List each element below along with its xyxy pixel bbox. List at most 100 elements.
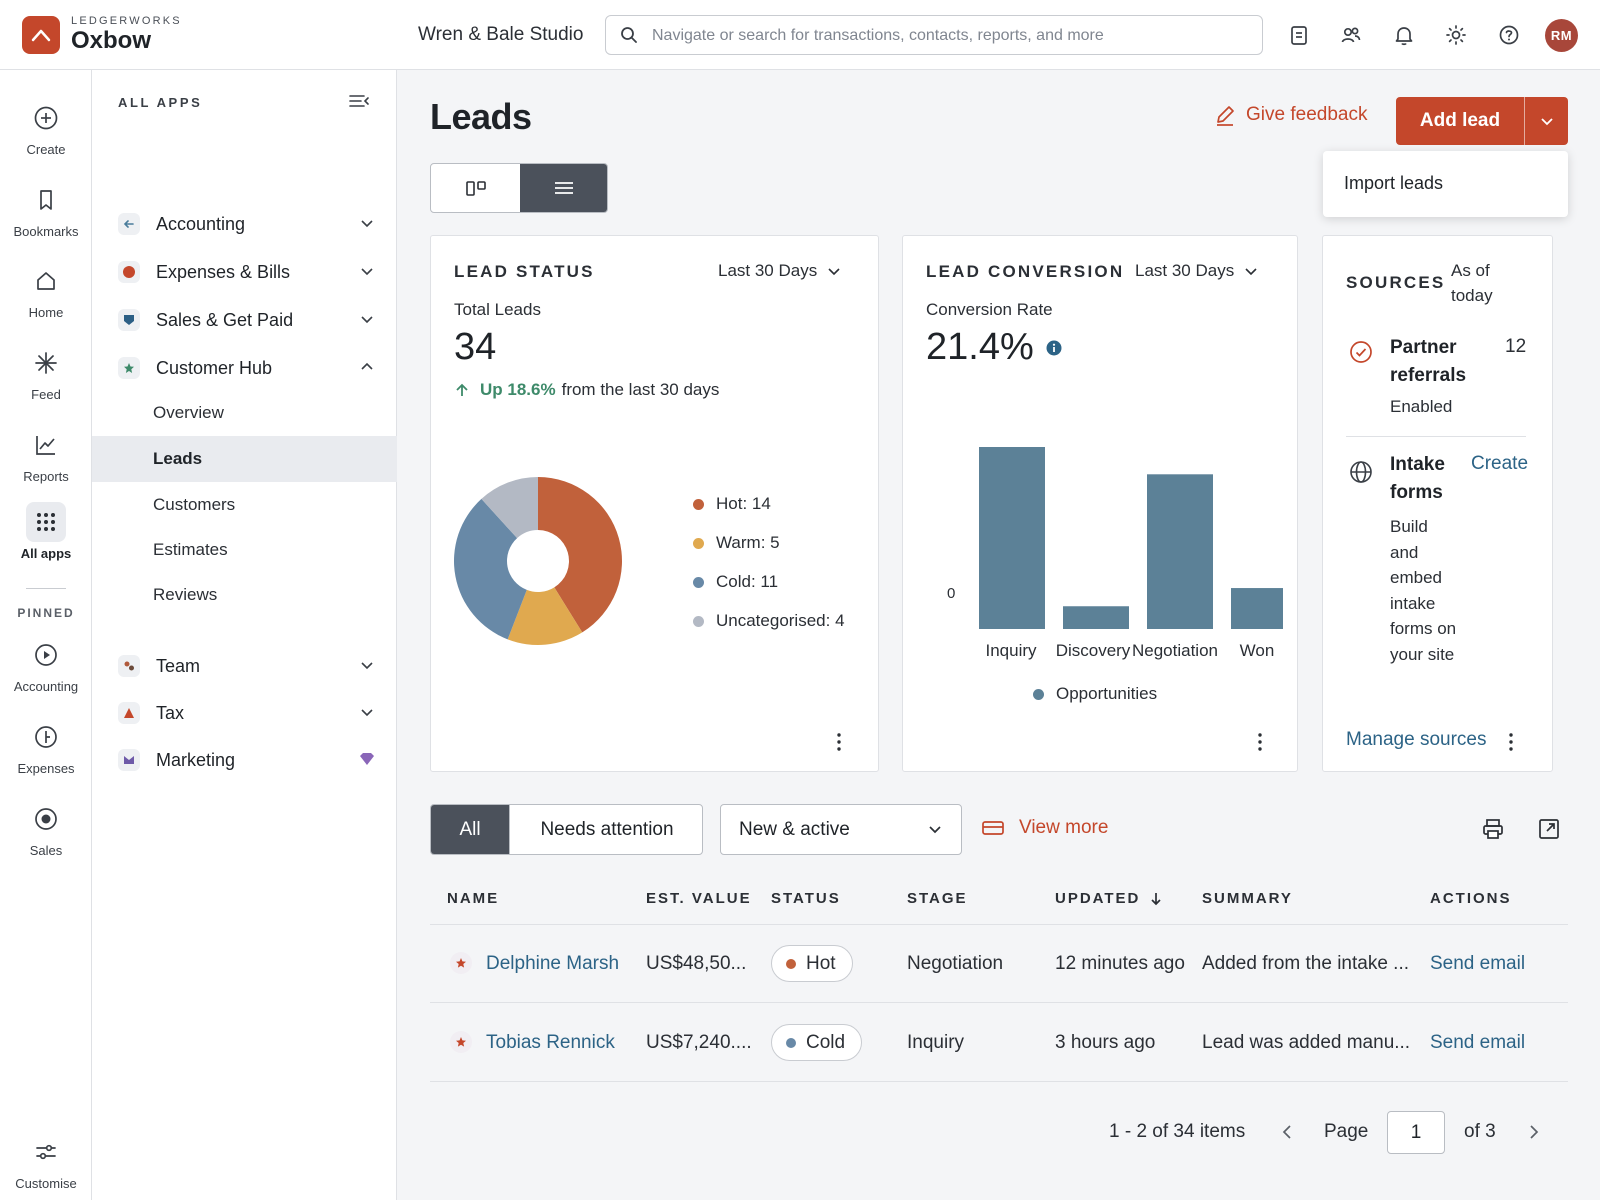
- give-feedback-link[interactable]: Give feedback: [1214, 104, 1367, 126]
- rail-create[interactable]: Create: [0, 98, 92, 157]
- rail-customise[interactable]: Customise: [0, 1132, 92, 1191]
- rail-pinned-accounting[interactable]: Accounting: [0, 635, 92, 694]
- chevron-right-icon[interactable]: [1527, 1124, 1541, 1140]
- grid-icon: [37, 513, 55, 531]
- column-header-name[interactable]: NAME: [447, 890, 500, 907]
- open-external-icon[interactable]: [1537, 817, 1561, 841]
- intake-forms-create-link[interactable]: Create: [1471, 453, 1529, 474]
- list-view-button[interactable]: [520, 164, 607, 212]
- rail-bookmarks[interactable]: Bookmarks: [0, 180, 92, 239]
- bar-won[interactable]: [1231, 588, 1283, 629]
- status-dot: [786, 1037, 796, 1048]
- app-tax[interactable]: Tax: [92, 691, 397, 735]
- split-divider: [1524, 97, 1525, 145]
- sub-leads[interactable]: Leads: [92, 436, 397, 482]
- sub-overview[interactable]: Overview: [92, 390, 397, 436]
- app-accounting[interactable]: Accounting: [92, 202, 397, 246]
- chevron-down-icon[interactable]: [360, 705, 374, 719]
- manage-sources-link[interactable]: Manage sources: [1346, 729, 1487, 750]
- lead-status-period-select[interactable]: Last 30 Days: [718, 261, 841, 281]
- bar-discovery[interactable]: [1063, 606, 1129, 629]
- rail-pinned-sales[interactable]: Sales: [0, 799, 92, 858]
- menu-item-import-leads[interactable]: Import leads: [1344, 173, 1444, 193]
- legend-uncategorised: Uncategorised: 4: [693, 611, 845, 631]
- row-divider: [430, 1002, 1568, 1003]
- column-header-updated[interactable]: UPDATED: [1055, 890, 1162, 907]
- rail-all-apps[interactable]: All apps: [0, 502, 92, 561]
- sources-as-of: As of today: [1451, 261, 1493, 305]
- sub-customers[interactable]: Customers: [92, 482, 397, 528]
- sub-reviews[interactable]: Reviews: [92, 572, 397, 618]
- app-sales-get-paid[interactable]: Sales & Get Paid: [92, 298, 397, 342]
- add-lead-button[interactable]: Add lead: [1419, 110, 1501, 131]
- collapse-panel-icon[interactable]: [348, 92, 370, 110]
- pie-slice-cold[interactable]: [454, 498, 527, 640]
- rail-feed[interactable]: Feed: [0, 343, 92, 402]
- bell-icon[interactable]: [1392, 23, 1416, 47]
- rail-home[interactable]: Home: [0, 261, 92, 320]
- user-avatar[interactable]: RM: [1545, 19, 1578, 52]
- y-axis-tick-label: 0: [947, 585, 955, 602]
- app-team[interactable]: Team: [92, 644, 397, 688]
- pie-slice-uncategorised[interactable]: [481, 477, 538, 539]
- sun-icon[interactable]: [1444, 23, 1468, 47]
- help-icon[interactable]: [1497, 23, 1521, 47]
- info-icon[interactable]: [1046, 340, 1062, 356]
- lead-conversion-more-button[interactable]: [1250, 730, 1270, 754]
- board-view-button[interactable]: [431, 164, 520, 212]
- sub-estimates[interactable]: Estimates: [92, 527, 397, 573]
- partner-referrals-title[interactable]: Partner referrals: [1390, 337, 1467, 386]
- filter-all-button[interactable]: All: [431, 805, 509, 854]
- chevron-up-icon[interactable]: [360, 360, 374, 374]
- lead-stage: Negotiation: [907, 953, 1004, 974]
- star-icon[interactable]: [450, 952, 472, 974]
- column-header-summary[interactable]: SUMMARY: [1202, 890, 1293, 907]
- app-marketing[interactable]: Marketing: [92, 738, 397, 782]
- print-icon[interactable]: [1481, 817, 1505, 841]
- star-icon[interactable]: [450, 1031, 472, 1053]
- app-customer-hub[interactable]: Customer Hub: [92, 346, 397, 390]
- chevron-left-icon[interactable]: [1280, 1124, 1294, 1140]
- lead-conversion-period-select[interactable]: Last 30 Days: [1135, 261, 1258, 281]
- company-name[interactable]: Wren & Bale Studio: [418, 24, 584, 45]
- status-filter-select[interactable]: New & active: [720, 804, 962, 855]
- chevron-down-icon[interactable]: [360, 264, 374, 278]
- send-email-link[interactable]: Send email: [1430, 1032, 1526, 1053]
- rail-reports[interactable]: Reports: [0, 425, 92, 484]
- legend-uncategorised-label: Uncategorised: 4: [716, 611, 845, 630]
- lead-status-more-button[interactable]: [829, 730, 849, 754]
- legend-hot: Hot: 14: [693, 494, 771, 514]
- lead-name-link[interactable]: Delphine Marsh: [486, 953, 620, 974]
- chevron-down-icon[interactable]: [360, 312, 374, 326]
- lead-name-link[interactable]: Tobias Rennick: [486, 1032, 615, 1053]
- intake-forms-title: Intake forms: [1390, 454, 1445, 503]
- app-logo-icon[interactable]: [22, 16, 60, 54]
- sparkle-icon: [35, 352, 57, 374]
- bar-negotiation[interactable]: [1147, 474, 1213, 629]
- app-expenses-bills[interactable]: Expenses & Bills: [92, 250, 397, 294]
- clipboard-icon[interactable]: [1287, 23, 1311, 47]
- sources-more-button[interactable]: [1501, 730, 1521, 754]
- rail-pinned-expenses[interactable]: Expenses: [0, 717, 92, 776]
- pie-slice-warm[interactable]: [507, 587, 583, 645]
- chevron-down-icon[interactable]: [360, 658, 374, 672]
- filter-needs-attention-button[interactable]: Needs attention: [509, 805, 702, 854]
- chevron-down-icon[interactable]: [360, 216, 374, 230]
- send-email-link[interactable]: Send email: [1430, 953, 1526, 974]
- team-app-icon: [118, 655, 140, 677]
- view-more-link[interactable]: View more: [981, 817, 1108, 839]
- search-box[interactable]: [605, 15, 1263, 55]
- page-number-input[interactable]: [1387, 1111, 1445, 1154]
- column-header-status[interactable]: STATUS: [771, 890, 841, 907]
- lead-status-period-label: Last 30 Days: [718, 261, 818, 280]
- status-badge: Hot: [771, 945, 853, 982]
- search-input[interactable]: [652, 24, 1252, 48]
- bar-inquiry[interactable]: [979, 447, 1045, 629]
- add-lead-dropdown-toggle[interactable]: [1525, 97, 1568, 145]
- column-header-est-value[interactable]: EST. VALUE: [646, 890, 752, 907]
- pie-slice-hot[interactable]: [538, 477, 622, 633]
- column-header-stage[interactable]: STAGE: [907, 890, 968, 907]
- contacts-icon[interactable]: [1339, 23, 1363, 47]
- app-accounting-label: Accounting: [156, 213, 246, 234]
- status-filter-value: New & active: [739, 819, 850, 840]
